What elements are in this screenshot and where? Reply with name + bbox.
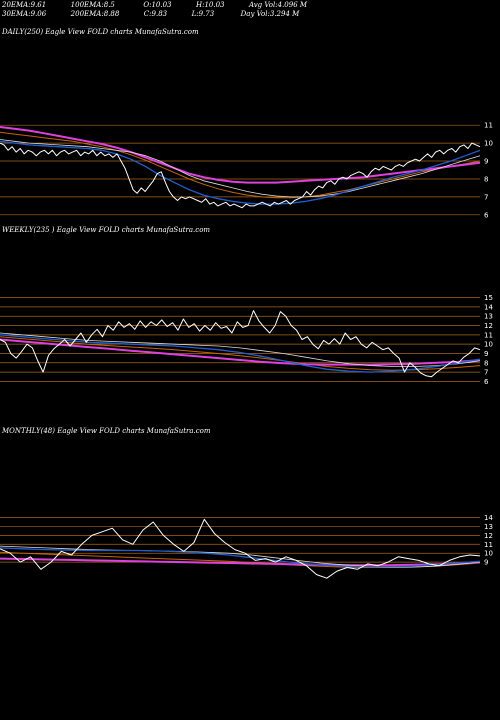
- daily-ema100-line: [0, 126, 481, 184]
- weekly-ytick-label: 15: [484, 294, 493, 302]
- high-label: H:: [195, 1, 205, 9]
- dayvol-label: Day Vol:: [240, 10, 270, 18]
- ema20-label: 20EMA:: [2, 1, 31, 9]
- monthly-panel-title: MONTHLY(48) Eagle View FOLD charts Munaf…: [2, 427, 211, 435]
- header-row-2: 30EMA:9.06 200EMA:8.88 C:9.83 L:9.73 Day…: [2, 10, 299, 18]
- header-row-1: 20EMA:9.61 100EMA:8.5 O:10.03 H:10.03 Av…: [2, 1, 307, 9]
- ema100-value: 8.5: [103, 1, 115, 9]
- daily-ema30-line: [0, 139, 481, 198]
- daily-panel-title: DAILY(250) Eagle View FOLD charts Munafa…: [2, 28, 199, 36]
- monthly-ytick-label: 12: [484, 532, 493, 540]
- weekly-ytick-label: 9: [484, 350, 488, 358]
- close-label: C:: [143, 10, 152, 18]
- weekly-ytick-label: 6: [484, 378, 489, 386]
- close-value: 9.83: [151, 10, 168, 18]
- weekly-ytick-label: 13: [484, 313, 493, 321]
- weekly-ytick-label: 12: [484, 322, 493, 330]
- daily-ema20-line: [0, 140, 481, 205]
- avgvol-label: Avg Vol:: [248, 1, 278, 9]
- monthly-ema100-line: [0, 557, 481, 567]
- daily-ytick-label: 11: [484, 122, 493, 130]
- monthly-ytick-label: 10: [484, 550, 493, 558]
- ema20-value: 9.61: [30, 1, 47, 9]
- monthly-ytick-label: 14: [484, 514, 493, 522]
- weekly-price-line: [0, 310, 481, 378]
- ema30-label: 30EMA:: [2, 10, 31, 18]
- high-value: 10.03: [204, 1, 225, 9]
- low-label: L:: [191, 10, 199, 18]
- weekly-ytick-label: 10: [484, 341, 493, 349]
- open-value: 10.03: [151, 1, 172, 9]
- avgvol-unit: M: [299, 1, 308, 9]
- ema200-label: 200EMA:: [70, 10, 104, 18]
- weekly-ytick-label: 8: [484, 359, 488, 367]
- monthly-ema20-line: [0, 547, 481, 568]
- daily-ytick-label: 7: [484, 193, 488, 201]
- weekly-panel-title: WEEKLY(235 ) Eagle View FOLD charts Muna…: [2, 226, 211, 234]
- weekly-ytick-label: 11: [484, 331, 493, 339]
- monthly-ytick-label: 13: [484, 523, 493, 531]
- weekly-ema20-line: [0, 334, 481, 373]
- low-value: 9.73: [198, 10, 215, 18]
- monthly-price-line: [0, 518, 481, 579]
- ema30-value: 9.06: [30, 10, 47, 18]
- monthly-ytick-label: 9: [484, 559, 488, 567]
- avgvol-value: 4.096: [277, 1, 298, 9]
- weekly-ema100-line: [0, 338, 481, 366]
- weekly-ema30-line: [0, 332, 481, 367]
- daily-price-line: [0, 142, 481, 209]
- ema200-value: 8.88: [103, 10, 120, 18]
- daily-ytick-label: 9: [484, 158, 488, 166]
- daily-ytick-label: 6: [484, 211, 489, 219]
- daily-ytick-label: 8: [484, 175, 488, 183]
- ema100-label: 100EMA:: [70, 1, 104, 9]
- monthly-ema30-line: [0, 545, 481, 568]
- dayvol-value: 3.294: [269, 10, 290, 18]
- monthly-ytick-label: 11: [484, 541, 493, 549]
- dayvol-unit: M: [292, 10, 300, 18]
- weekly-ytick-label: 14: [484, 303, 493, 311]
- daily-ema200-line: [0, 131, 481, 199]
- open-label: O:: [143, 1, 152, 9]
- daily-ytick-label: 10: [484, 140, 493, 148]
- weekly-ytick-label: 7: [484, 369, 488, 377]
